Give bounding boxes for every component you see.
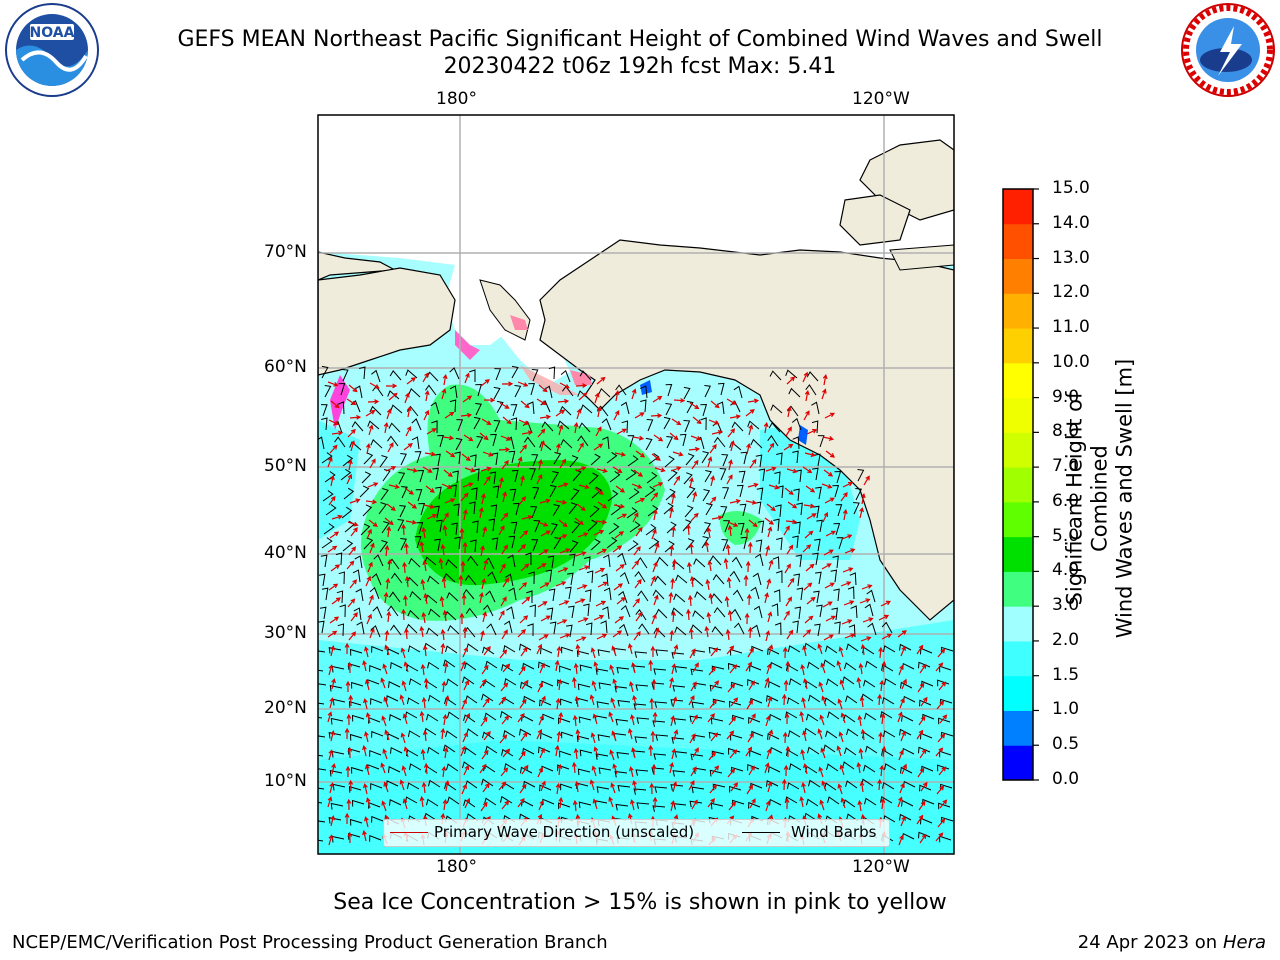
colorbar-segment: [1003, 710, 1033, 746]
nws-logo-icon: [1181, 3, 1275, 97]
colorbar-segment: [1003, 675, 1033, 711]
colorbar-segment: [1003, 536, 1033, 572]
colorbar-tick-label: 9.0: [1052, 386, 1080, 407]
lat-label-40n: 40°N: [264, 543, 307, 563]
colorbar-segment: [1003, 501, 1033, 538]
colorbar-segment: [1003, 223, 1033, 260]
colorbar-segment: [1003, 397, 1033, 433]
colorbar-tick-label: 10.0: [1052, 351, 1090, 372]
colorbar-title-line-2: Wind Waves and Swell [m]: [1112, 358, 1137, 639]
colorbar-tick-label: 15.0: [1052, 178, 1090, 198]
colorbar-tick-label: 1.0: [1052, 699, 1080, 720]
colorbar-tick-label: 14.0: [1052, 212, 1090, 233]
wind-barbs-layer: [318, 365, 954, 846]
colorbar-segment: [1003, 467, 1033, 503]
colorbar-tick-label: 0.0: [1052, 769, 1080, 789]
map-frame: [317, 114, 955, 855]
colorbar-tick-label: 11.0: [1052, 317, 1090, 338]
colorbar-segment: [1003, 640, 1033, 677]
colorbar-title-line-1: Significant Height of Combined: [1062, 391, 1112, 606]
svg-text:NOAA: NOAA: [30, 25, 75, 41]
lat-label-50n: 50°N: [264, 456, 307, 476]
colorbar-tick-label: 2.0: [1052, 629, 1080, 650]
legend-wind-barbs-label: Wind Barbs: [791, 823, 877, 841]
footer-date-text: 24 Apr 2023 on: [1077, 932, 1223, 953]
colorbar-segment: [1003, 571, 1033, 607]
colorbar-segment: [1003, 432, 1033, 468]
title-line-2: 20230422 t06z 192h fcst Max: 5.41: [443, 54, 837, 79]
wave-direction-arrows-layer: [327, 371, 948, 846]
lat-label-60n: 60°N: [264, 357, 307, 377]
colorbar-segment: [1003, 328, 1033, 364]
colorbar-tick-label: 5.0: [1052, 525, 1080, 546]
ocean-background: [318, 115, 954, 854]
lon-label-bottom-180: 180°: [436, 857, 477, 877]
colorbar-tick-label: 6.0: [1052, 490, 1080, 511]
lon-label-bottom-120w: 120°W: [852, 857, 910, 877]
map-legend: Primary Wave Direction (unscaled) Wind B…: [383, 819, 890, 847]
colorbar-segment: [1003, 745, 1033, 781]
colorbar-tick-label: 12.0: [1052, 282, 1090, 303]
colorbar-tick-label: 0.5: [1052, 734, 1080, 755]
footer-host: Hera: [1222, 932, 1266, 953]
colorbar-tick-label: 1.5: [1052, 664, 1080, 685]
title-line-1: GEFS MEAN Northeast Pacific Significant …: [177, 27, 1103, 52]
colorbar: [1002, 188, 1039, 781]
lon-label-top-180: 180°: [436, 89, 477, 109]
colorbar-tick-label: 8.0: [1052, 421, 1080, 442]
colorbar-segment: [1003, 293, 1033, 329]
wave-height-4-5m: [415, 460, 612, 586]
legend-wave-direction-label: Primary Wave Direction (unscaled): [434, 823, 695, 841]
legend-wave-direction-swatch: [390, 832, 428, 833]
lat-label-20n: 20°N: [264, 698, 307, 718]
colorbar-tick-label: 13.0: [1052, 247, 1090, 268]
colorbar-tick-label: 7.0: [1052, 456, 1080, 477]
noaa-logo-icon: NOAA: [5, 3, 99, 97]
north-america-land: [539, 239, 954, 621]
colorbar-tick-label: 4.0: [1052, 560, 1080, 581]
lat-label-70n: 70°N: [264, 242, 307, 262]
lat-label-10n: 10°N: [264, 771, 307, 791]
colorbar-segment: [1003, 606, 1033, 642]
colorbar-segment: [1003, 258, 1033, 294]
sea-ice-caption: Sea Ice Concentration > 15% is shown in …: [333, 890, 947, 915]
siberia-land: [318, 267, 456, 376]
footer-branch: NCEP/EMC/Verification Post Processing Pr…: [12, 932, 608, 953]
lon-label-top-120w: 120°W: [852, 89, 910, 109]
colorbar-segment: [1003, 362, 1033, 399]
legend-wind-barbs-swatch: [742, 832, 780, 833]
colorbar-tick-label: 3.0: [1052, 595, 1080, 616]
wave-height-3-4m: [361, 384, 665, 621]
lat-label-30n: 30°N: [264, 623, 307, 643]
footer-date: 24 Apr 2023 on Hera: [1078, 932, 1266, 953]
colorbar-segment: [1003, 189, 1033, 225]
colorbar-title: Significant Height of Combined Wind Wave…: [1063, 339, 1138, 659]
